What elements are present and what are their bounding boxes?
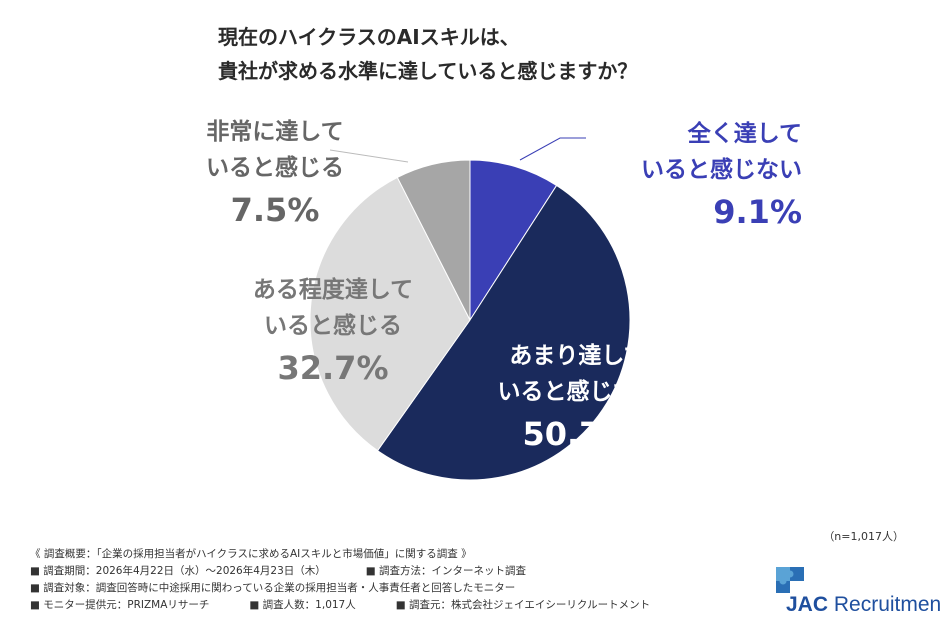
slice-not-really	[376, 184, 631, 481]
survey-notes: 《 調査概要：「企業の採用担当者がハイクラスに求めるAIスキルと市場価値」に関す…	[30, 546, 650, 614]
title-line-1: 現在のハイクラスのAIスキルは、	[218, 25, 520, 49]
label-not-at-all: 全く達して いると感じない 9.1%	[592, 116, 802, 236]
survey-method: ■ 調査方法：インターネット調査	[365, 565, 527, 577]
leader-line-very	[329, 149, 409, 163]
survey-period: ■ 調査期間：2026年4月22日（水）〜2026年4月23日（木）	[30, 565, 326, 577]
label-not-really-line1: あまり達して	[509, 343, 647, 369]
label-somewhat: ある程度達して いると感じる 32.7%	[228, 272, 438, 392]
label-very-value: 7.5%	[230, 191, 320, 229]
slice-not-at-all	[469, 159, 558, 322]
label-very-line1: 非常に達して	[206, 119, 344, 145]
label-not-really-line2: いると感じない	[497, 379, 659, 405]
label-very-line2: いると感じる	[206, 155, 344, 181]
slice-somewhat	[309, 176, 471, 452]
label-not-at-all-line1: 全く達して	[687, 121, 802, 147]
jac-recruitment-logo: JAC Recruitment	[768, 563, 940, 619]
label-not-really-value: 50.7%	[522, 415, 634, 453]
survey-target: ■ 調査対象：調査回答時に中途採用に関わっている企業の採用担当者・人事責任者と回…	[30, 582, 516, 594]
survey-count: ■ 調査人数：1,017人	[249, 599, 356, 611]
leader-line-not-at-all	[519, 137, 586, 161]
label-not-really: あまり達して いると感じない 50.7%	[468, 338, 688, 458]
survey-provider: ■ モニター提供元：PRIZMAリサーチ	[30, 599, 210, 611]
label-somewhat-line2: いると感じる	[264, 313, 402, 339]
slice-very	[396, 159, 471, 321]
label-somewhat-value: 32.7%	[277, 349, 389, 387]
sample-size-note: （n=1,017人）	[823, 530, 904, 543]
label-not-at-all-line2: いると感じない	[641, 157, 802, 183]
survey-overview: 《 調査概要：「企業の採用担当者がハイクラスに求めるAIスキルと市場価値」に関す…	[30, 548, 472, 560]
puzzle-logo-icon	[776, 567, 804, 593]
logo-text-recruitment: Recruitment	[828, 593, 940, 616]
label-not-at-all-value: 9.1%	[713, 193, 802, 231]
chart-title: 現在のハイクラスのAIスキルは、 貴社が求める水準に達していると感じますか？	[218, 20, 778, 88]
label-somewhat-line1: ある程度達して	[252, 277, 414, 303]
title-line-2: 貴社が求める水準に達していると感じますか？	[218, 59, 638, 83]
label-very: 非常に達して いると感じる 7.5%	[170, 114, 380, 234]
survey-source: ■ 調査元：株式会社ジェイエイシーリクルートメント	[395, 599, 651, 611]
logo-text-jac: JAC	[786, 593, 829, 616]
